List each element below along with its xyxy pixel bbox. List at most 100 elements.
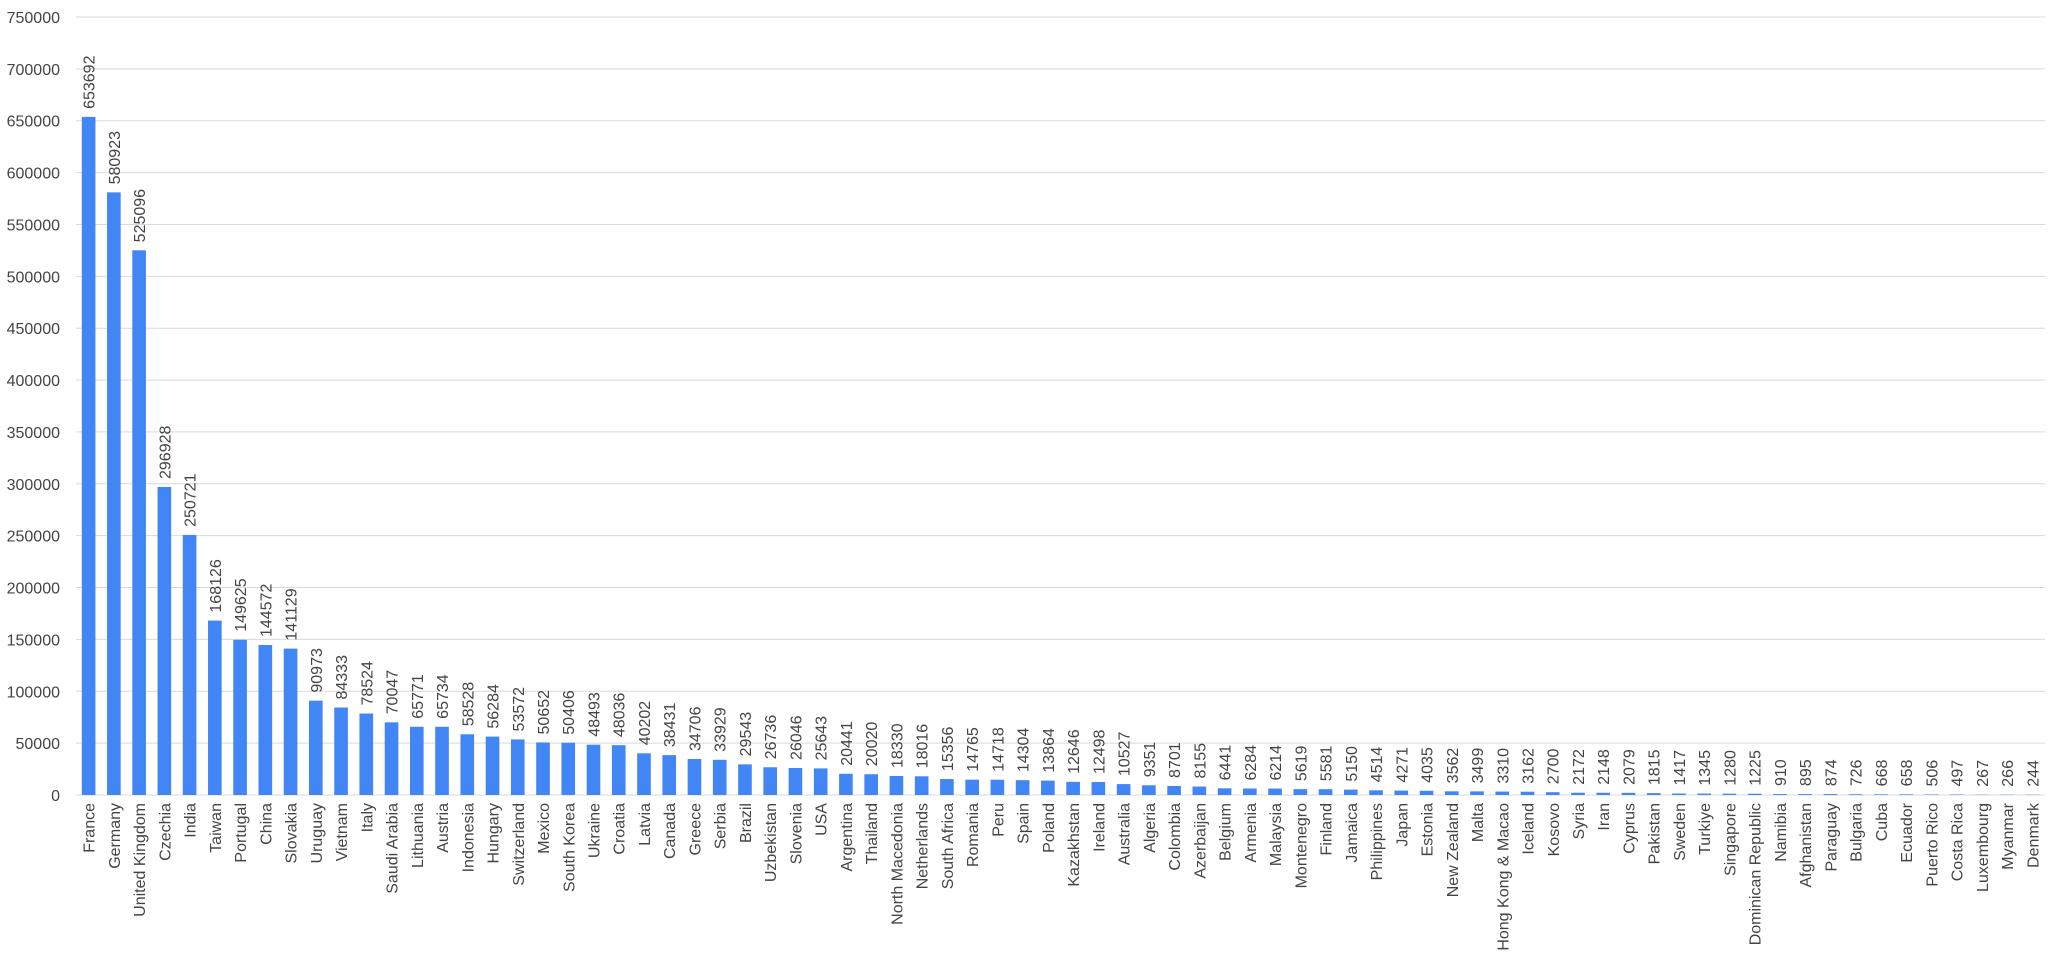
value-label: 168126 — [208, 559, 225, 612]
bar — [208, 620, 222, 795]
value-label: 4035 — [1420, 747, 1437, 783]
x-tick-label: Dominican Republic — [1748, 803, 1765, 945]
x-tick-label: Japan — [1394, 803, 1411, 847]
value-label: 726 — [1849, 759, 1866, 786]
value-label: 5150 — [1344, 746, 1361, 782]
value-label: 65734 — [435, 674, 452, 719]
value-label: 33929 — [713, 707, 730, 752]
value-label: 3162 — [1521, 748, 1538, 784]
x-tick-label: Montenegro — [1293, 803, 1310, 888]
bar — [965, 779, 979, 795]
y-tick-label: 100000 — [7, 684, 60, 701]
bar — [1470, 791, 1484, 795]
x-tick-label: Hong Kong & Macao — [1495, 803, 1512, 951]
value-label: 668 — [1874, 760, 1891, 787]
x-tick-label: Italy — [359, 803, 376, 832]
bar — [1293, 789, 1308, 795]
x-tick-label: Poland — [1041, 803, 1058, 853]
value-label: 48036 — [612, 693, 629, 738]
bar — [1596, 792, 1611, 795]
value-label: 3499 — [1470, 748, 1487, 784]
bar — [1924, 794, 1939, 795]
x-tick-label: Ecuador — [1899, 802, 1916, 862]
x-tick-label: South Africa — [940, 803, 957, 889]
x-tick-label: Ukraine — [586, 803, 603, 858]
value-label: 267 — [1975, 760, 1992, 787]
value-label: 13864 — [1041, 728, 1058, 773]
x-tick-label: Peru — [990, 803, 1007, 837]
bar — [738, 764, 752, 795]
value-label: 8701 — [1167, 742, 1184, 778]
bar — [1419, 790, 1434, 795]
x-tick-label: Cyprus — [1621, 803, 1638, 854]
x-tick-label: Australia — [1117, 803, 1134, 865]
bar — [940, 779, 954, 795]
bar — [1848, 794, 1863, 795]
value-label: 25643 — [814, 716, 831, 761]
value-label: 2148 — [1596, 749, 1613, 785]
x-tick-label: Myanmar — [2000, 802, 2017, 869]
bar — [1621, 792, 1636, 795]
x-tick-label: Azerbaijan — [1192, 803, 1209, 879]
bar — [536, 742, 550, 795]
x-tick-label: Luxembourg — [1975, 803, 1992, 892]
value-label: 266 — [2000, 760, 2017, 787]
value-label: 910 — [1773, 759, 1790, 786]
value-label: 1345 — [1697, 750, 1714, 786]
value-label: 56284 — [486, 684, 503, 729]
value-label: 1225 — [1748, 750, 1765, 786]
value-label: 250721 — [183, 473, 200, 526]
x-tick-label: Croatia — [612, 803, 629, 855]
x-tick-label: Mexico — [536, 803, 553, 854]
value-label: 497 — [1950, 760, 1967, 787]
x-tick-label: Indonesia — [460, 803, 477, 872]
value-label: 149625 — [233, 578, 250, 631]
value-label: 26736 — [763, 715, 780, 760]
bar — [889, 775, 904, 795]
bar — [637, 753, 651, 795]
value-label: 50652 — [536, 690, 553, 735]
bar — [1798, 794, 1813, 795]
value-label: 26046 — [788, 715, 805, 760]
value-label: 20441 — [839, 721, 856, 766]
bar — [1343, 789, 1358, 795]
y-tick-label: 400000 — [7, 373, 60, 390]
x-tick-label: Thailand — [864, 803, 881, 864]
bar — [1318, 789, 1333, 795]
bar — [1545, 792, 1560, 795]
bar — [1142, 785, 1156, 795]
bar — [1949, 794, 1964, 795]
bar — [510, 739, 525, 795]
value-label: 6284 — [1243, 745, 1260, 781]
x-tick-label: Romania — [965, 803, 982, 867]
value-label: 84333 — [334, 655, 351, 700]
bar — [1571, 792, 1585, 795]
value-label: 5581 — [1319, 746, 1336, 782]
x-tick-label: Ireland — [1091, 803, 1108, 852]
x-tick-label: Puerto Rico — [1924, 803, 1941, 887]
value-label: 29543 — [738, 712, 755, 757]
bar — [763, 767, 778, 795]
x-tick-label: Germany — [107, 803, 124, 869]
x-tick-label: South Korea — [561, 803, 578, 892]
bar — [1066, 781, 1080, 795]
x-tick-label: Latvia — [637, 803, 654, 846]
value-label: 40202 — [637, 701, 654, 746]
x-tick-label: Austria — [435, 803, 452, 853]
x-tick-label: Costa Rica — [1950, 803, 1967, 881]
bar — [712, 759, 727, 795]
bar — [1167, 785, 1181, 795]
value-label: 2700 — [1546, 749, 1563, 785]
bar — [1091, 782, 1106, 795]
value-label: 15356 — [940, 726, 957, 771]
x-tick-label: Cuba — [1874, 803, 1891, 841]
value-label: 296928 — [157, 425, 174, 478]
bar — [1520, 791, 1535, 795]
bar — [1116, 784, 1131, 795]
bar — [1192, 786, 1207, 795]
value-label: 4514 — [1369, 747, 1386, 783]
bar — [409, 726, 424, 795]
bar — [1646, 793, 1661, 795]
x-tick-label: Syria — [1571, 803, 1588, 840]
